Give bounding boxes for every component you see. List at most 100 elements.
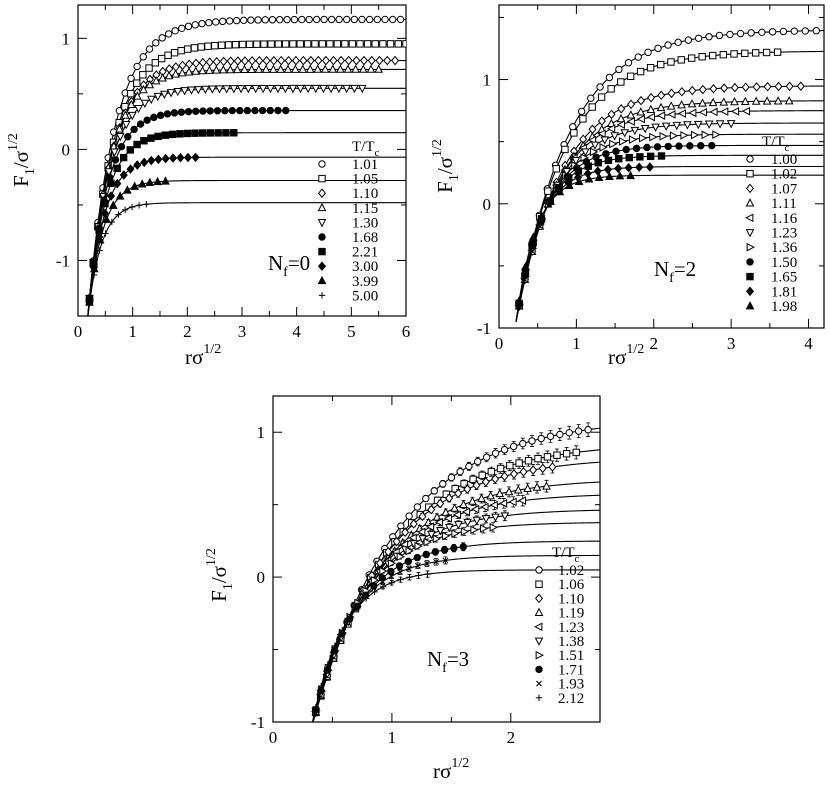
legend-marker xyxy=(535,665,543,674)
data-point xyxy=(329,55,338,66)
data-point xyxy=(657,60,665,69)
data-point xyxy=(164,71,174,80)
data-point xyxy=(579,115,587,123)
flavor-annotation-sub: f xyxy=(283,265,288,280)
data-point xyxy=(374,64,384,73)
y-axis-label: F1/σ1/2 xyxy=(204,548,236,602)
data-point xyxy=(143,201,150,208)
data-point xyxy=(709,51,717,60)
data-point xyxy=(383,55,392,66)
legend-marker xyxy=(317,202,327,212)
data-point xyxy=(232,16,241,25)
legend-marker xyxy=(746,272,754,281)
data-point xyxy=(616,113,626,123)
data-point xyxy=(645,162,654,172)
data-point xyxy=(443,513,452,523)
data-point xyxy=(356,40,364,48)
data-point xyxy=(730,82,739,93)
data-point xyxy=(152,39,160,47)
legend-marker xyxy=(534,622,543,632)
series-1.02 xyxy=(312,422,600,722)
data-point xyxy=(283,15,291,24)
data-point xyxy=(552,165,560,173)
data-point xyxy=(562,450,571,458)
data-point xyxy=(303,40,312,48)
x-tick-label: 1 xyxy=(388,728,397,747)
x-tick-label: 3 xyxy=(727,334,736,353)
y-axis-label-mid: /σ xyxy=(207,566,231,583)
data-point xyxy=(394,40,402,48)
x-axis-label-main: rσ xyxy=(608,345,626,369)
data-point xyxy=(143,116,151,124)
data-point xyxy=(153,92,163,102)
data-point xyxy=(363,40,372,48)
data-point xyxy=(630,126,640,136)
data-point xyxy=(233,64,242,74)
flavor-annotation-value: =2 xyxy=(674,257,696,281)
data-point xyxy=(433,558,440,565)
data-point xyxy=(447,473,456,482)
data-point xyxy=(130,181,140,190)
data-point xyxy=(180,87,189,96)
legend-marker xyxy=(534,593,544,604)
data-point xyxy=(298,64,308,73)
data-point xyxy=(350,15,359,24)
data-point xyxy=(508,497,517,507)
data-point xyxy=(224,41,233,49)
data-point xyxy=(415,572,422,579)
data-point xyxy=(712,130,721,139)
data-point xyxy=(445,493,454,503)
data-point xyxy=(140,137,148,145)
data-point xyxy=(624,59,633,67)
data-point xyxy=(362,595,370,602)
data-point xyxy=(177,46,185,55)
fit-curve xyxy=(312,540,600,722)
data-point xyxy=(375,55,384,66)
data-point xyxy=(615,65,623,74)
data-point xyxy=(126,99,136,109)
data-point xyxy=(574,176,584,185)
series-1.10 xyxy=(311,460,600,722)
data-point xyxy=(283,64,293,73)
series-1.93 xyxy=(312,554,600,722)
data-point xyxy=(543,453,552,461)
data-point xyxy=(664,142,672,151)
data-point xyxy=(248,56,257,66)
legend-label: 1.02 xyxy=(771,167,797,183)
panel-0: 0 1 2 3 4 5 6 -1 0 1 T/Tc1.011.051.101.151.301.682… xyxy=(6,4,410,369)
legend-marker xyxy=(535,566,543,574)
data-point xyxy=(413,503,422,511)
data-point xyxy=(184,107,193,116)
data-point xyxy=(625,153,633,162)
data-point xyxy=(282,106,290,115)
data-point xyxy=(113,164,121,173)
data-point xyxy=(408,533,417,543)
legend-label: 1.93 xyxy=(558,677,584,693)
data-point xyxy=(206,107,214,115)
x-axis-label-sup: 1/2 xyxy=(203,342,221,357)
data-point xyxy=(312,15,321,24)
data-point xyxy=(524,457,533,465)
legend: T/Tc1.021.061.101.191.231.381.511.711.93… xyxy=(534,545,585,707)
data-point xyxy=(121,206,129,214)
data-point xyxy=(145,64,153,72)
data-point xyxy=(145,79,155,89)
data-point xyxy=(597,129,606,139)
data-point xyxy=(291,64,300,73)
data-point xyxy=(657,152,666,160)
data-point xyxy=(296,84,305,94)
data-point xyxy=(584,174,594,183)
data-point xyxy=(637,95,646,106)
data-point xyxy=(656,102,666,112)
legend-marker xyxy=(317,219,327,228)
data-point xyxy=(470,525,479,535)
data-point xyxy=(337,55,346,66)
data-point xyxy=(427,504,436,515)
data-point xyxy=(386,40,395,48)
legend-label: 1.38 xyxy=(558,634,584,650)
legend-label: 2.21 xyxy=(352,245,378,261)
data-point xyxy=(268,64,278,73)
flavor-annotation-value: =0 xyxy=(288,251,310,275)
legend-marker xyxy=(318,174,326,183)
y-axis-label-sup: 1/2 xyxy=(6,133,21,151)
